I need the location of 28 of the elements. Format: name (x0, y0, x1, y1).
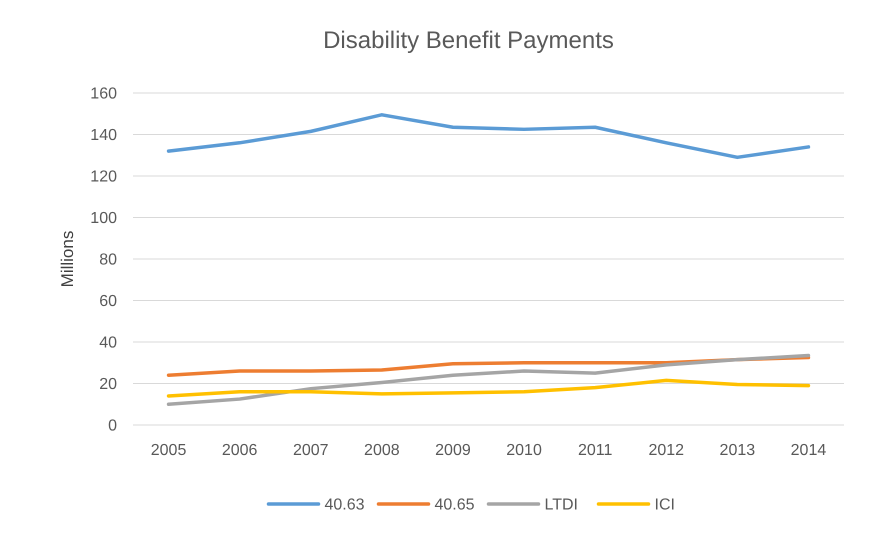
y-tick-label: 160 (90, 86, 118, 103)
y-tick-label: 60 (99, 293, 118, 310)
line-series (166, 354, 810, 406)
y-tick-label: 140 (90, 127, 118, 144)
y-tick-label: 40 (99, 334, 118, 352)
x-tick-label: 2014 (790, 442, 826, 459)
x-tick-label: 2007 (292, 442, 329, 459)
chart-title: Disability Benefit Payments (323, 27, 614, 54)
y-axis-title: Millions (58, 230, 77, 288)
line-series (166, 378, 810, 398)
line-series (166, 113, 810, 160)
x-tick-label: 2013 (720, 442, 756, 459)
x-tick-label: 2010 (506, 442, 542, 459)
x-tick-label: 2011 (578, 442, 612, 459)
x-tick-label: 2006 (222, 442, 258, 459)
y-tick-label: 80 (99, 252, 118, 269)
x-tick-label: 2008 (364, 442, 400, 459)
y-tick-label: 20 (99, 376, 118, 394)
y-tick-label: 0 (108, 418, 118, 435)
legend-label: 40.63 (324, 496, 365, 514)
x-tick-label: 2012 (648, 442, 684, 459)
legend-label: ICI (654, 496, 675, 514)
legend-label: 40.65 (434, 496, 475, 514)
y-tick-label: 120 (90, 168, 118, 186)
legend-label: LTDI (544, 496, 578, 514)
y-tick-label: 100 (90, 210, 118, 228)
x-tick-label: 2005 (150, 442, 186, 459)
x-tick-label: 2009 (435, 442, 471, 459)
